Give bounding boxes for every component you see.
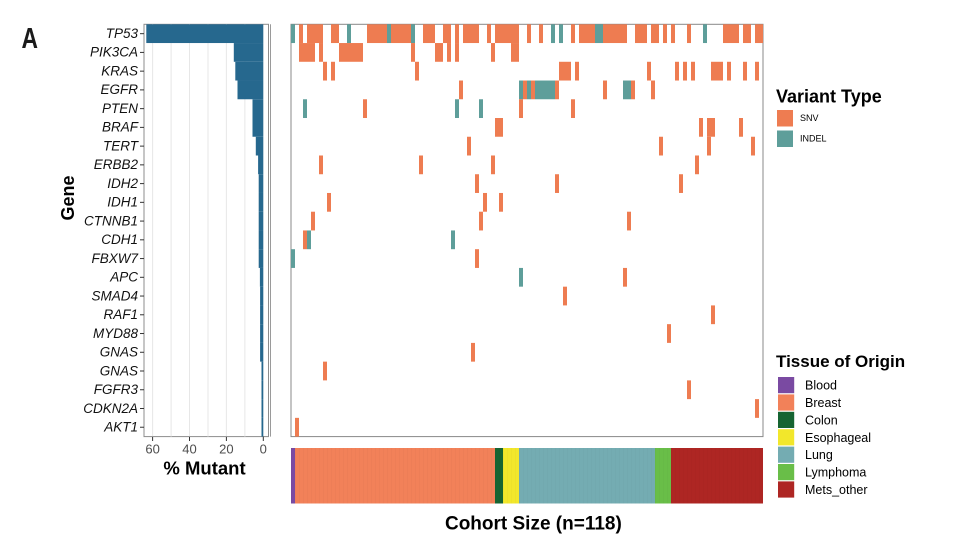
svg-text:40: 40 (182, 442, 196, 457)
svg-text:CDH1: CDH1 (101, 232, 138, 247)
svg-text:RAF1: RAF1 (103, 307, 138, 322)
svg-text:INDEL: INDEL (800, 134, 827, 144)
svg-text:60: 60 (145, 442, 159, 457)
svg-text:A: A (22, 23, 39, 55)
svg-text:APC: APC (109, 270, 138, 285)
svg-text:GNAS: GNAS (100, 345, 138, 360)
svg-text:FBXW7: FBXW7 (91, 251, 138, 266)
svg-text:Lymphoma: Lymphoma (805, 466, 866, 480)
svg-text:PIK3CA: PIK3CA (90, 45, 138, 60)
svg-text:Gene: Gene (58, 175, 78, 220)
svg-text:SNV: SNV (800, 113, 819, 123)
svg-text:FGFR3: FGFR3 (94, 382, 139, 397)
svg-text:Breast: Breast (805, 396, 842, 410)
svg-text:ERBB2: ERBB2 (94, 157, 139, 172)
svg-text:KRAS: KRAS (101, 63, 138, 78)
svg-text:CDKN2A: CDKN2A (83, 401, 138, 416)
svg-text:Tissue of Origin: Tissue of Origin (776, 352, 905, 371)
svg-text:PTEN: PTEN (102, 101, 138, 116)
svg-text:IDH1: IDH1 (107, 195, 138, 210)
svg-text:Blood: Blood (805, 379, 837, 393)
svg-text:Cohort Size (n=118): Cohort Size (n=118) (445, 514, 622, 535)
svg-text:Esophageal: Esophageal (805, 431, 871, 445)
svg-text:0: 0 (260, 442, 267, 457)
svg-text:SMAD4: SMAD4 (91, 288, 138, 303)
svg-text:Variant Type: Variant Type (776, 86, 882, 106)
svg-text:EGFR: EGFR (100, 82, 138, 97)
svg-text:IDH2: IDH2 (107, 176, 138, 191)
svg-text:TERT: TERT (103, 138, 140, 153)
svg-text:AKT1: AKT1 (103, 420, 138, 435)
svg-text:MYD88: MYD88 (93, 326, 139, 341)
svg-text:Mets_other: Mets_other (805, 483, 868, 497)
svg-text:Colon: Colon (805, 413, 838, 427)
svg-text:BRAF: BRAF (102, 120, 139, 135)
svg-text:Lung: Lung (805, 448, 833, 462)
svg-text:20: 20 (219, 442, 233, 457)
svg-text:% Mutant: % Mutant (163, 457, 245, 478)
svg-text:CTNNB1: CTNNB1 (84, 213, 138, 228)
svg-text:TP53: TP53 (106, 26, 139, 41)
svg-text:GNAS: GNAS (100, 363, 138, 378)
